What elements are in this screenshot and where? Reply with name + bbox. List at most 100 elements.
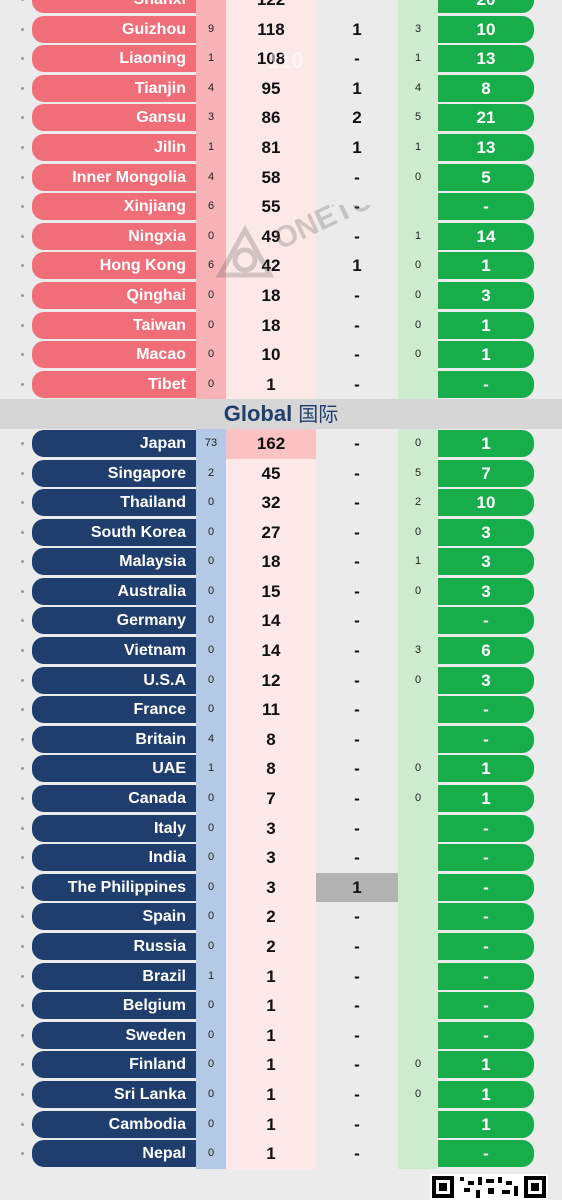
cell-total: 2 xyxy=(226,902,316,932)
cell-recovered: - xyxy=(438,1140,534,1168)
cell-total: 8 xyxy=(226,754,316,785)
table-row: Sweden 0 1 - - xyxy=(0,1020,562,1051)
cell-recovered: 3 xyxy=(438,281,534,309)
cell-new-recovered xyxy=(398,192,438,222)
cell-total: 42 xyxy=(226,251,316,281)
cell-new: 0 xyxy=(196,488,226,518)
cell-new: 0 xyxy=(196,843,226,873)
table-row: Japan 73 162 - 0 1 xyxy=(0,428,562,459)
region-name: Germany xyxy=(32,607,196,635)
bullet-dot xyxy=(21,708,24,712)
region-name: Shanxi xyxy=(32,0,196,13)
cell-total: 86 xyxy=(226,103,316,133)
region-name: Belgium xyxy=(32,992,196,1020)
region-name: Sri Lanka xyxy=(32,1080,196,1108)
cell-new: 0 xyxy=(196,606,226,637)
cell-new: 0 xyxy=(196,1050,226,1080)
cell-new-recovered xyxy=(398,902,438,932)
cell-deaths: - xyxy=(354,996,360,1016)
cell-new-recovered: 0 xyxy=(398,665,438,696)
cell-new-recovered: 0 xyxy=(398,784,438,814)
cell-total: 3 xyxy=(226,843,316,873)
cell-total: 2 xyxy=(226,932,316,962)
cell-recovered: 1 xyxy=(438,755,534,783)
table-row: Guizhou 9 118 1 3 10 xyxy=(0,14,562,45)
table-row: Australia 0 15-0 3 xyxy=(0,576,562,607)
bullet-dot xyxy=(21,323,24,327)
table-row: Macao 0 10-0 1 xyxy=(0,340,562,370)
region-name: Ningxia xyxy=(32,222,196,250)
cell-new: 0 xyxy=(196,665,226,696)
table-row: Qinghai 0 18-0 3 xyxy=(0,280,562,311)
table-row: Jilin 1 81 1 1 13 xyxy=(0,132,562,163)
bullet-dot xyxy=(21,560,24,564)
cell-new: 73 xyxy=(196,428,226,459)
cell-recovered: 1 xyxy=(438,311,534,339)
region-name: Finland xyxy=(32,1051,196,1079)
cell-total: 1 xyxy=(226,1050,316,1080)
region-name: Qinghai xyxy=(32,281,196,309)
cell-new: 0 xyxy=(196,1020,226,1051)
cell-recovered: 5 xyxy=(438,163,534,191)
cell-recovered: - xyxy=(438,1021,534,1049)
region-name: India xyxy=(32,844,196,872)
region-name: Canada xyxy=(32,785,196,813)
region-name: Singapore xyxy=(32,459,196,487)
cell-deaths: 1 xyxy=(352,256,362,276)
cell-total: 32 xyxy=(226,488,316,518)
region-name: South Korea xyxy=(32,518,196,546)
region-name: Hong Kong xyxy=(32,252,196,280)
cell-total: 118 xyxy=(226,14,316,45)
region-name: Nepal xyxy=(32,1140,196,1168)
table-row: Tibet 0 1 - - xyxy=(0,369,562,400)
region-name: Australia xyxy=(32,577,196,605)
cell-new: 0 xyxy=(196,932,226,962)
cell-new-recovered: 0 xyxy=(398,517,438,548)
bullet-dot xyxy=(21,57,24,61)
table-row: Germany 0 14 - - xyxy=(0,606,562,637)
cell-new: 0 xyxy=(196,369,226,400)
cell-new: 0 xyxy=(196,1079,226,1110)
region-name: Vietnam xyxy=(32,637,196,665)
table-row: Taiwan 0 18-0 1 xyxy=(0,310,562,341)
cell-total: 49 xyxy=(226,221,316,252)
cell-new: 0 xyxy=(196,1139,226,1169)
bullet-dot xyxy=(21,856,24,860)
table-row: Brazil 1 1- - xyxy=(0,961,562,992)
region-name: Liaoning xyxy=(32,45,196,73)
cell-recovered: 13 xyxy=(438,133,534,161)
cell-deaths: 1 xyxy=(316,872,398,903)
cell-new-recovered xyxy=(398,872,438,903)
cell-total: 1 xyxy=(226,1020,316,1051)
cell-recovered: 1 xyxy=(438,785,534,813)
cell-recovered: 3 xyxy=(438,548,534,576)
cell-new: 0 xyxy=(196,1109,226,1140)
bullet-dot xyxy=(21,885,24,889)
region-name: Britain xyxy=(32,725,196,753)
region-name: Xinjiang xyxy=(32,193,196,221)
cell-deaths: - xyxy=(354,907,360,927)
bullet-dot xyxy=(21,619,24,623)
region-name: UAE xyxy=(32,755,196,783)
cell-recovered: - xyxy=(438,992,534,1020)
cell-deaths: - xyxy=(354,611,360,631)
cell-deaths: - xyxy=(354,167,360,187)
cell-new: 2 xyxy=(196,458,226,489)
region-name: Taiwan xyxy=(32,311,196,339)
cell-new: 0 xyxy=(196,695,226,725)
cell-new xyxy=(196,0,226,15)
cell-new-recovered xyxy=(398,843,438,873)
bullet-dot xyxy=(21,767,24,771)
bullet-dot xyxy=(21,974,24,978)
cell-deaths: - xyxy=(354,700,360,720)
region-name: Japan xyxy=(32,429,196,457)
cell-total: 10 xyxy=(226,340,316,370)
cell-recovered: 7 xyxy=(438,459,534,487)
cell-new-recovered xyxy=(398,932,438,962)
cell-new: 4 xyxy=(196,162,226,193)
bullet-dot xyxy=(21,649,24,653)
table-row: Vietnam 0 14 - 3 6 xyxy=(0,636,562,666)
cell-deaths: - xyxy=(354,493,360,513)
cell-new: 0 xyxy=(196,813,226,844)
cell-new: 1 xyxy=(196,961,226,992)
